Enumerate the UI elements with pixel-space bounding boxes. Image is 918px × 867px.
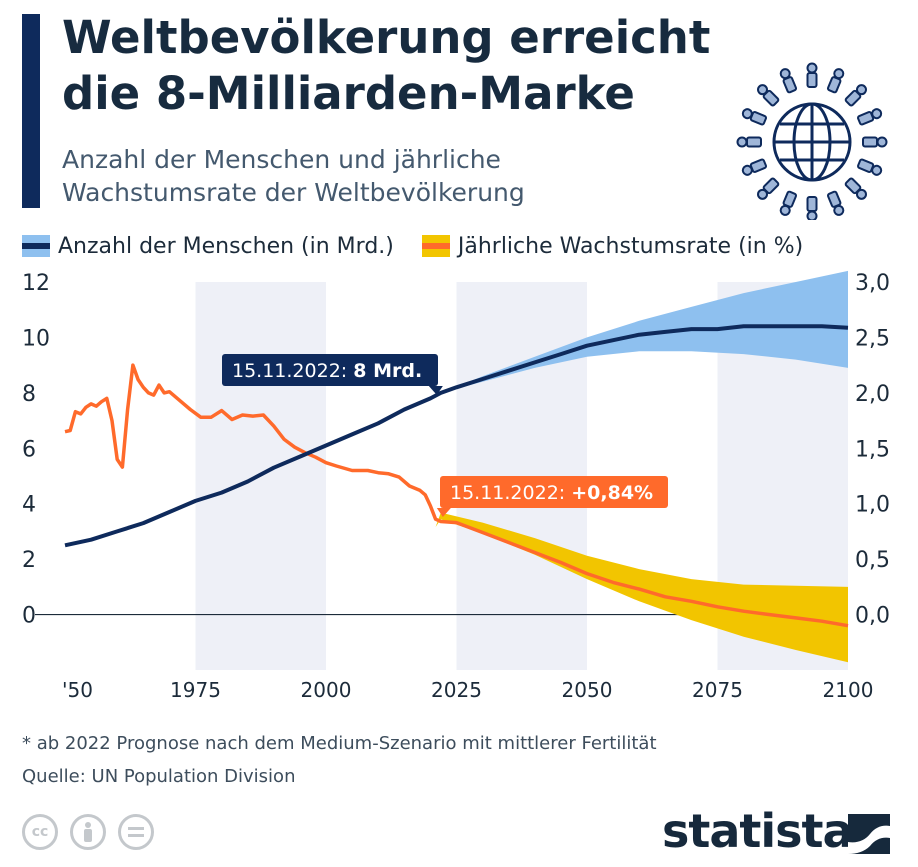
y-left-tick-label: 8: [22, 382, 36, 407]
legend-swatch-growth: [421, 235, 450, 257]
x-tick-label: 2100: [823, 678, 874, 702]
x-tick-label: 2050: [562, 678, 613, 702]
legend-item-population: Anzahl der Menschen (in Mrd.): [22, 234, 394, 259]
x-tick-label: 2075: [692, 678, 743, 702]
globe-people-icon: [736, 62, 888, 220]
chart-title: Weltbevölkerung erreicht die 8-Milliarde…: [62, 11, 711, 120]
y-right-tick-label: 1,0: [855, 493, 890, 518]
legend-swatch-population: [22, 235, 50, 257]
no-derivatives-icon[interactable]: [118, 814, 154, 850]
license-icons: cc: [22, 814, 166, 850]
growth-rate-line: [64, 363, 849, 628]
annotation-population-box: [222, 354, 438, 386]
y-left-tick-label: 6: [22, 437, 36, 462]
annotation-population-label: 15.11.2022: 8 Mrd.: [232, 360, 422, 382]
y-left-tick-label: 0: [22, 604, 36, 629]
y-right-tick-label: 2,0: [855, 382, 890, 407]
y-left-tick-label: 12: [22, 271, 50, 296]
annotation-growth-box: [440, 476, 668, 508]
annotation-population-pointer: [428, 386, 443, 395]
x-tick-label: 1975: [170, 678, 221, 702]
x-tick-label: 2000: [301, 678, 352, 702]
x-tick-label: 2025: [431, 678, 482, 702]
y-right-tick-label: 2,5: [855, 326, 890, 351]
y-left-tick-label: 4: [22, 493, 36, 518]
y-left-tick-label: 2: [22, 548, 36, 573]
population-projection-band: [440, 270, 848, 393]
annotation-growth-pointer: [436, 508, 451, 517]
attribution-icon[interactable]: [70, 814, 106, 850]
cc-icon[interactable]: cc: [22, 814, 58, 850]
annotation-growth-label: 15.11.2022: +0,84%: [450, 482, 653, 504]
footnote-block: * ab 2022 Prognose nach dem Medium-Szena…: [22, 727, 657, 793]
source: Quelle: UN Population Division: [22, 766, 296, 787]
chart-legend: Anzahl der Menschen (in Mrd.) Jährliche …: [22, 228, 831, 264]
growth-projection-band: [435, 512, 848, 663]
brand-logo-icon: [848, 814, 890, 854]
y-right-tick-label: 0,5: [855, 548, 890, 573]
y-right-tick-label: 3,0: [855, 271, 890, 296]
population-line: [64, 324, 849, 548]
y-right-tick-label: 0,0: [855, 604, 890, 629]
y-right-tick-label: 1,5: [855, 437, 890, 462]
legend-label-growth: Jährliche Wachstumsrate (in %): [457, 233, 804, 259]
x-tick-label: '50: [62, 678, 93, 702]
y-left-tick-label: 10: [22, 326, 50, 351]
population-growth-chart: 0 2 4 6 8 10 12 0,0 0,5 1,0 1,5 2,0 2,5 3,0 '50 1975 200…: [22, 270, 890, 702]
title-accent-bar: [22, 14, 40, 208]
chart-subtitle: Anzahl der Menschen und jährliche Wachst…: [62, 145, 525, 207]
legend-item-growth: Jährliche Wachstumsrate (in %): [421, 233, 804, 259]
brand-logo-text[interactable]: statista: [662, 804, 854, 858]
legend-label-population: Anzahl der Menschen (in Mrd.): [58, 233, 394, 259]
footnote: * ab 2022 Prognose nach dem Medium-Szena…: [22, 733, 657, 754]
